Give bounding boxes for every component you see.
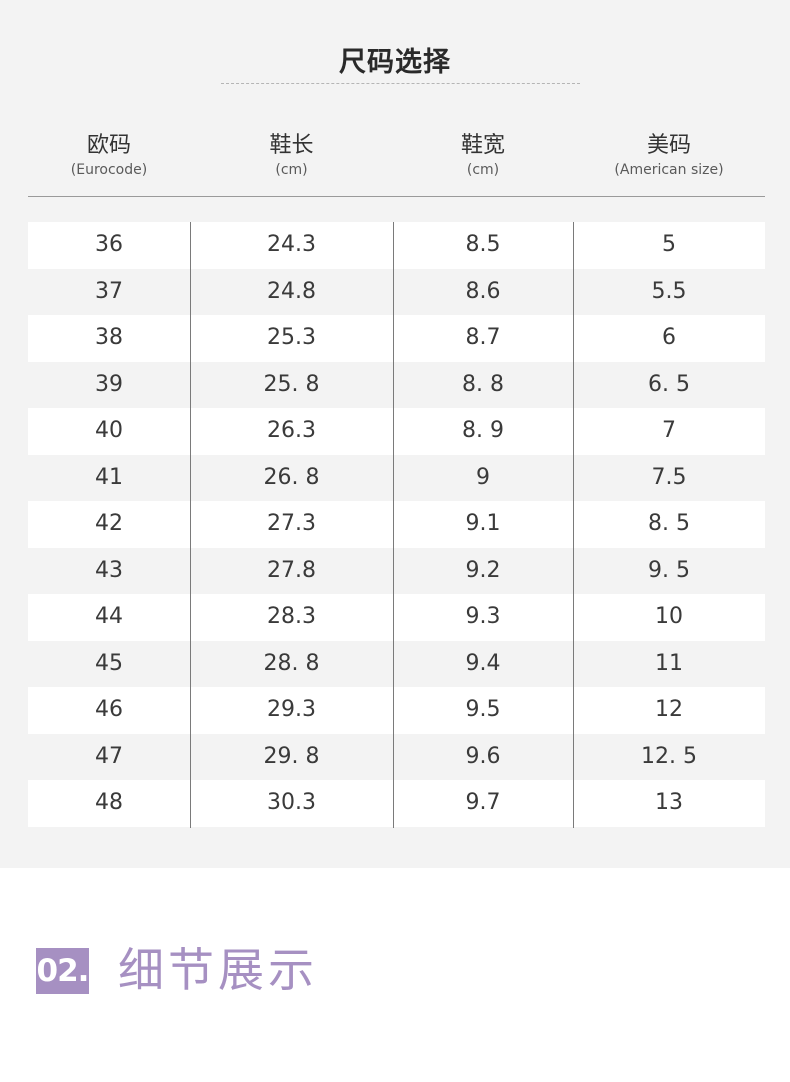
table-row: 37 24.8 8.6 5.5 (28, 268, 765, 315)
page-title: 尺码选择 (339, 47, 451, 78)
cell-width: 9.3 (465, 604, 501, 629)
table-row: 44 28.3 9.3 10 (28, 594, 765, 641)
table-header: 欧码 (Eurocode) 鞋长 (cm) 鞋宽 (cm) 美码 (Americ… (28, 130, 765, 197)
cell-us: 12. 5 (641, 743, 697, 769)
section-number-badge: 02. (36, 948, 89, 994)
cell-eu: 45 (95, 650, 123, 676)
cell-eu: 40 (95, 418, 123, 443)
cell-length: 24.8 (267, 278, 316, 304)
header-us-size-label: 美码 (646, 133, 691, 158)
header-shoe-length-sub: (cm) (275, 162, 308, 178)
cell-length: 27.3 (267, 511, 316, 536)
section-title: 细节展示 (118, 943, 318, 997)
cell-us: 12 (655, 697, 683, 722)
header-shoe-width: 鞋宽 (cm) (393, 130, 573, 178)
cell-width: 9 (476, 464, 490, 490)
header-eu-size-sub: (Eurocode) (70, 162, 148, 178)
cell-us: 8. 5 (648, 511, 690, 536)
table-row: 46 29.3 9.5 12 (28, 687, 765, 734)
cell-us: 9. 5 (648, 557, 690, 583)
cell-us: 7 (662, 418, 676, 443)
cell-us: 5.5 (651, 278, 687, 304)
cell-width: 8.7 (465, 325, 501, 350)
cell-eu: 46 (95, 697, 123, 722)
cell-eu: 43 (95, 557, 123, 583)
cell-width: 8.5 (465, 232, 501, 257)
header-eu-size: 欧码 (Eurocode) (28, 130, 190, 178)
cell-length: 25. 8 (263, 371, 320, 397)
cell-length: 28. 8 (263, 650, 320, 676)
table-row: 36 24.3 8.5 5 (28, 222, 765, 269)
cell-width: 9.1 (465, 511, 501, 536)
cell-eu: 39 (95, 371, 123, 397)
cell-length: 28.3 (267, 604, 316, 629)
header-us-size-sub: (American size) (614, 162, 724, 178)
cell-length: 26. 8 (263, 464, 320, 490)
cell-width: 9.6 (465, 743, 501, 769)
column-divider (190, 222, 191, 828)
column-divider (393, 222, 394, 828)
cell-width: 9.7 (465, 790, 501, 815)
cell-length: 29.3 (267, 697, 316, 722)
cell-length: 24.3 (267, 232, 316, 257)
cell-eu: 47 (95, 743, 123, 769)
header-shoe-width-sub: (cm) (466, 162, 500, 178)
size-chart-panel: 尺码选择 欧码 (Eurocode) 鞋长 (cm) 鞋宽 (cm) 美码 (A… (0, 0, 790, 868)
cell-eu: 42 (95, 511, 123, 536)
title-divider (221, 83, 580, 84)
cell-us: 6 (662, 325, 676, 350)
cell-width: 9.5 (465, 697, 501, 722)
header-shoe-length: 鞋长 (cm) (190, 130, 393, 178)
cell-width: 8.6 (465, 278, 501, 304)
header-shoe-width-label: 鞋宽 (460, 133, 505, 158)
cell-us: 7.5 (651, 464, 687, 490)
cell-length: 30.3 (267, 790, 316, 815)
cell-width: 9.2 (465, 557, 501, 583)
table-row: 45 28. 8 9.4 11 (28, 640, 765, 687)
detail-section-header: 02. 细节展示 (0, 868, 790, 1082)
cell-eu: 44 (95, 604, 123, 629)
column-divider (573, 222, 574, 828)
cell-length: 29. 8 (263, 743, 320, 769)
cell-us: 6. 5 (648, 371, 690, 397)
header-shoe-length-label: 鞋长 (269, 133, 314, 158)
cell-eu: 48 (95, 790, 123, 815)
cell-us: 13 (655, 790, 683, 815)
table-row: 41 26. 8 9 7.5 (28, 454, 765, 501)
cell-eu: 36 (95, 232, 123, 257)
table-row: 38 25.3 8.7 6 (28, 315, 765, 362)
size-table: 36 24.3 8.5 5 37 24.8 8.6 5.5 38 25.3 8.… (28, 222, 765, 827)
cell-us: 5 (662, 232, 676, 257)
table-row: 43 27.8 9.2 9. 5 (28, 547, 765, 594)
cell-width: 8. 9 (462, 418, 504, 443)
table-row: 42 27.3 9.1 8. 5 (28, 501, 765, 548)
table-row: 39 25. 8 8. 8 6. 5 (28, 361, 765, 408)
cell-length: 25.3 (267, 325, 316, 350)
cell-eu: 41 (95, 464, 123, 490)
table-row: 48 30.3 9.7 13 (28, 780, 765, 827)
cell-us: 10 (655, 604, 683, 629)
cell-length: 27.8 (267, 557, 316, 583)
cell-width: 8. 8 (462, 371, 504, 397)
table-row: 47 29. 8 9.6 12. 5 (28, 733, 765, 780)
cell-width: 9.4 (465, 650, 501, 676)
table-row: 40 26.3 8. 9 7 (28, 408, 765, 455)
header-us-size: 美码 (American size) (573, 130, 765, 178)
cell-eu: 38 (95, 325, 123, 350)
cell-eu: 37 (95, 278, 123, 304)
cell-length: 26.3 (267, 418, 316, 443)
header-eu-size-label: 欧码 (86, 133, 131, 158)
cell-us: 11 (655, 650, 683, 676)
